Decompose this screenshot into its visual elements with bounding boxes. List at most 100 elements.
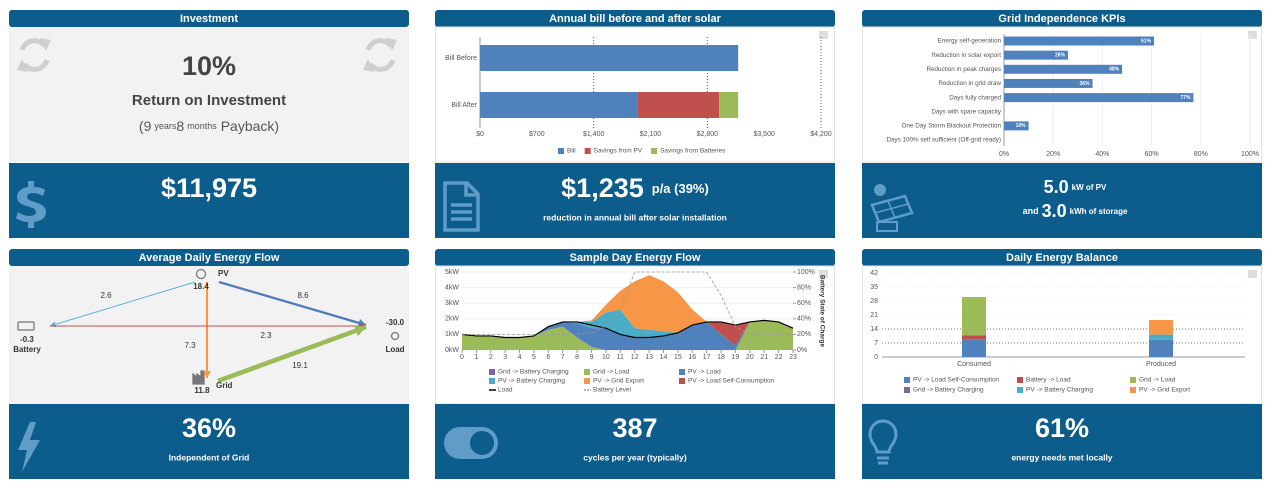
flow-edge bbox=[218, 280, 367, 327]
legend-label: PV -> Grid Export bbox=[1139, 387, 1190, 394]
card-header bbox=[9, 249, 409, 266]
x-tick-label: 20 bbox=[746, 354, 754, 361]
stat-panel bbox=[9, 404, 409, 479]
export-button[interactable] bbox=[819, 31, 828, 39]
legend-label: Grid -> Battery Charging bbox=[498, 369, 569, 376]
stat-value: 36% bbox=[182, 413, 236, 443]
legend-label: Savings from Batteries bbox=[660, 148, 726, 155]
export-button[interactable] bbox=[1248, 31, 1257, 39]
legend-swatch bbox=[1130, 387, 1136, 393]
legend-label: Grid -> Load bbox=[593, 369, 630, 376]
payback-end: Payback) bbox=[221, 118, 279, 134]
stat-caption: cycles per year (typically) bbox=[583, 452, 687, 462]
category-label: Energy self-generation bbox=[938, 38, 1002, 45]
x-tick-label: $2,800 bbox=[697, 131, 719, 138]
lightning-icon bbox=[18, 422, 40, 472]
flow-node-value: 11.8 bbox=[194, 386, 210, 395]
value-label: 36% bbox=[1080, 81, 1091, 87]
value-label: 61% bbox=[1141, 38, 1152, 44]
solar-icon bbox=[870, 184, 914, 232]
stat-suffix: p/a (39%) bbox=[652, 181, 709, 196]
legend-label: PV -> Battery Charging bbox=[498, 378, 565, 385]
legend-label: Battery -> Load bbox=[1026, 377, 1071, 384]
flow-arrowhead bbox=[353, 325, 366, 337]
legend-label: Savings from PV bbox=[594, 148, 643, 155]
y2-tick-label: 80% bbox=[797, 284, 811, 291]
storage-stat: and 3.0 kWh of storage bbox=[1023, 201, 1128, 221]
bar bbox=[1004, 93, 1194, 103]
legend-swatch bbox=[584, 378, 590, 384]
x-tick-label: 10 bbox=[602, 354, 610, 361]
bar-segment bbox=[962, 335, 986, 340]
x-tick-label: 18 bbox=[717, 354, 725, 361]
category-label: Reduction in peak charges bbox=[926, 66, 1001, 73]
flow-edge bbox=[49, 281, 196, 327]
legend-swatch bbox=[1130, 377, 1136, 383]
bar-segment bbox=[1149, 334, 1173, 340]
x-tick-label: 19 bbox=[732, 354, 740, 361]
value-label: 77% bbox=[1180, 95, 1191, 101]
x-tick-label: 7 bbox=[561, 354, 565, 361]
legend-swatch bbox=[489, 369, 495, 375]
y-tick-label: 5kW bbox=[445, 269, 459, 276]
card-title: Annual bill before and after solar bbox=[549, 13, 721, 25]
stat-unit: kWh of storage bbox=[1070, 207, 1128, 216]
legend-label: PV -> Load Self-Consumption bbox=[913, 377, 1000, 384]
bar-segment bbox=[480, 92, 638, 118]
category-label: One Day Storm Blackout Protection bbox=[902, 123, 1002, 130]
y-tick-label: 4kW bbox=[445, 284, 459, 291]
payback: (9 years8 months Payback) bbox=[139, 118, 279, 134]
y-tick-label: 21 bbox=[870, 312, 878, 319]
export-button[interactable] bbox=[819, 270, 828, 278]
x-tick-label: $0 bbox=[476, 131, 484, 138]
category-label: Bill After bbox=[451, 102, 477, 109]
roi-label: Return on Investment bbox=[132, 92, 286, 109]
refresh-arrow bbox=[17, 38, 397, 72]
legend-swatch bbox=[679, 378, 685, 384]
flow-node-value: -0.3 bbox=[20, 335, 34, 344]
flow-node-label: PV bbox=[218, 269, 229, 278]
pv-stat: 5.0 kW of PV bbox=[1044, 177, 1107, 197]
stat-unit: kW of PV bbox=[1072, 183, 1107, 192]
x-tick-label: 15 bbox=[674, 354, 682, 361]
stat-value: $1,235 bbox=[561, 173, 644, 203]
y2-tick-label: 20% bbox=[797, 331, 811, 338]
x-tick-label: 100% bbox=[1241, 151, 1259, 158]
x-tick-label: 6 bbox=[546, 354, 550, 361]
x-tick-label: 0% bbox=[999, 151, 1009, 158]
flow-node-label: Grid bbox=[216, 381, 233, 390]
flow-arrowhead bbox=[203, 370, 211, 378]
x-tick-label: $700 bbox=[529, 131, 545, 138]
y-tick-label: 7 bbox=[874, 340, 878, 347]
stat-panel bbox=[435, 163, 835, 238]
card-title: Daily Energy Balance bbox=[1006, 252, 1118, 264]
x-tick-label: $3,500 bbox=[753, 131, 775, 138]
bar bbox=[1004, 36, 1155, 46]
y-tick-label: 42 bbox=[870, 270, 878, 277]
stat-value: 61% bbox=[1035, 413, 1089, 443]
x-tick-label: 1 bbox=[474, 354, 478, 361]
category-label: Produced bbox=[1146, 361, 1176, 368]
bill-stat: $1,235 p/a (39%) bbox=[561, 173, 709, 203]
x-tick-label: 14 bbox=[660, 354, 668, 361]
value-label: 48% bbox=[1109, 67, 1120, 73]
export-button[interactable] bbox=[1248, 270, 1257, 278]
x-tick-label: 20% bbox=[1046, 151, 1060, 158]
x-tick-label: 2 bbox=[489, 354, 493, 361]
flow-node-label: Battery bbox=[13, 345, 41, 354]
x-tick-label: 23 bbox=[789, 354, 797, 361]
stacked-area bbox=[462, 275, 793, 346]
y-tick-label: 3kW bbox=[445, 300, 459, 307]
bar-segment bbox=[637, 92, 720, 118]
legend-swatch bbox=[904, 377, 910, 383]
category-label: Reduction in grid draw bbox=[938, 80, 1001, 87]
stacked-area bbox=[462, 320, 793, 350]
card-header bbox=[435, 10, 835, 27]
stat-caption: energy needs met locally bbox=[1011, 452, 1112, 462]
stat-caption: reduction in annual bill after solar ins… bbox=[543, 212, 727, 222]
x-tick-label: $2,100 bbox=[640, 131, 662, 138]
legend-swatch bbox=[904, 387, 910, 393]
bar bbox=[1004, 64, 1123, 74]
dollar-icon bbox=[16, 181, 46, 228]
card-header bbox=[435, 249, 835, 266]
